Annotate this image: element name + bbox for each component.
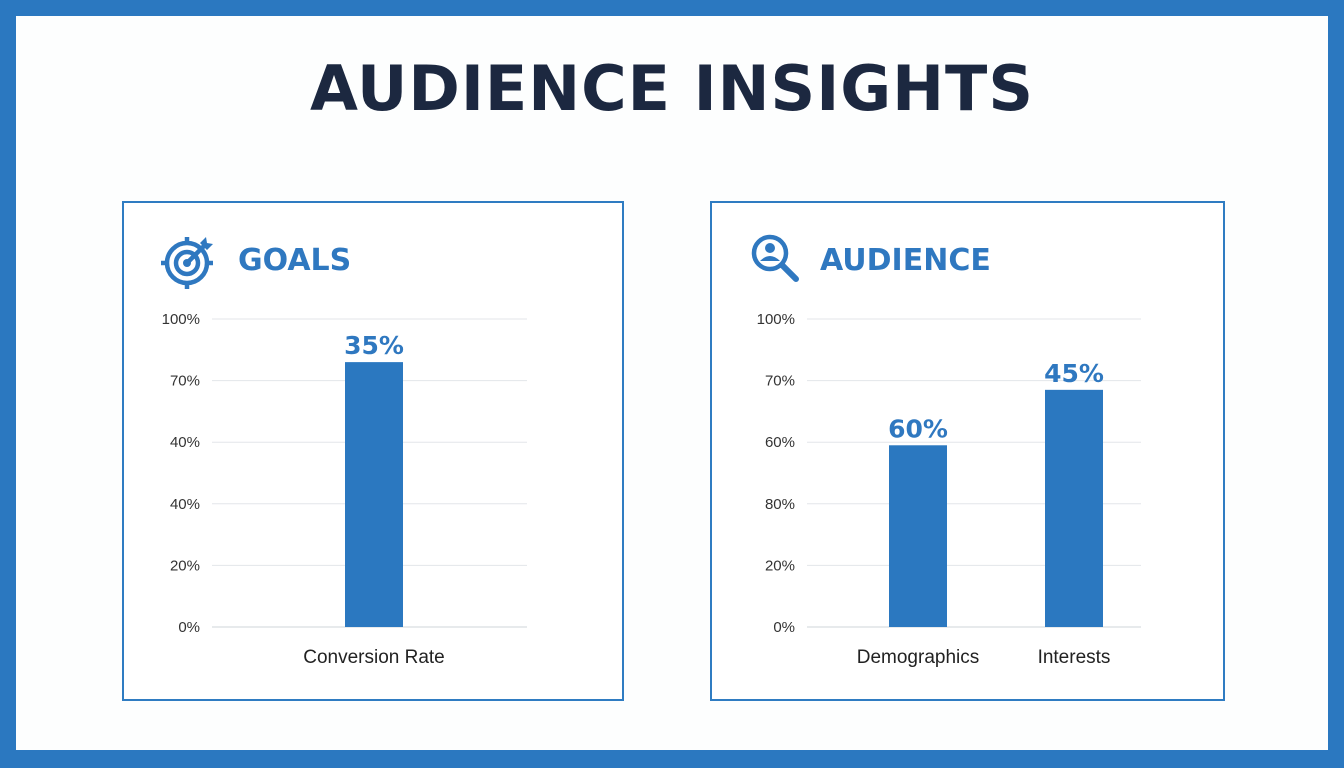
bar — [345, 362, 403, 627]
target-arrow-icon — [161, 237, 213, 289]
category-label: Demographics — [857, 647, 980, 668]
data-label: 60% — [888, 414, 948, 443]
y-tick-label: 40% — [170, 434, 200, 451]
y-tick-label: 40% — [170, 496, 200, 513]
y-tick-label: 70% — [765, 373, 795, 390]
y-tick-label: 20% — [765, 557, 795, 574]
category-label: Conversion Rate — [303, 647, 445, 668]
panel-title: GOALS — [238, 243, 352, 278]
bar-chart: 100% 70% 60% 80% 20% 0% 60% Demographics 45% Inte… — [757, 311, 1141, 668]
bar-chart: 100% 70% 40% 40% 20% 0% 35% Conversion Rate — [162, 311, 527, 668]
data-label: 45% — [1044, 359, 1104, 388]
y-tick-label: 0% — [178, 619, 200, 636]
y-tick-label: 0% — [773, 619, 795, 636]
bar — [889, 445, 947, 627]
bar — [1045, 389, 1103, 627]
page-title: AUDIENCE INSIGHTS — [309, 52, 1035, 125]
data-label: 35% — [344, 331, 404, 360]
y-tick-label: 70% — [170, 373, 200, 390]
y-tick-label: 60% — [765, 434, 795, 451]
y-tick-label: 100% — [162, 311, 200, 328]
audience-panel: 100% 70% 60% 80% 20% 0% 60% Demographics 45% Inte… — [710, 201, 1225, 701]
y-tick-label: 80% — [765, 496, 795, 513]
y-tick-label: 20% — [170, 557, 200, 574]
panel-title: AUDIENCE — [820, 243, 991, 278]
y-tick-label: 100% — [757, 311, 795, 328]
category-label: Interests — [1038, 647, 1111, 668]
goals-panel: 100% 70% 40% 40% 20% 0% 35% Conversion Rate GOA… — [122, 201, 624, 701]
user-search-icon — [751, 234, 799, 282]
